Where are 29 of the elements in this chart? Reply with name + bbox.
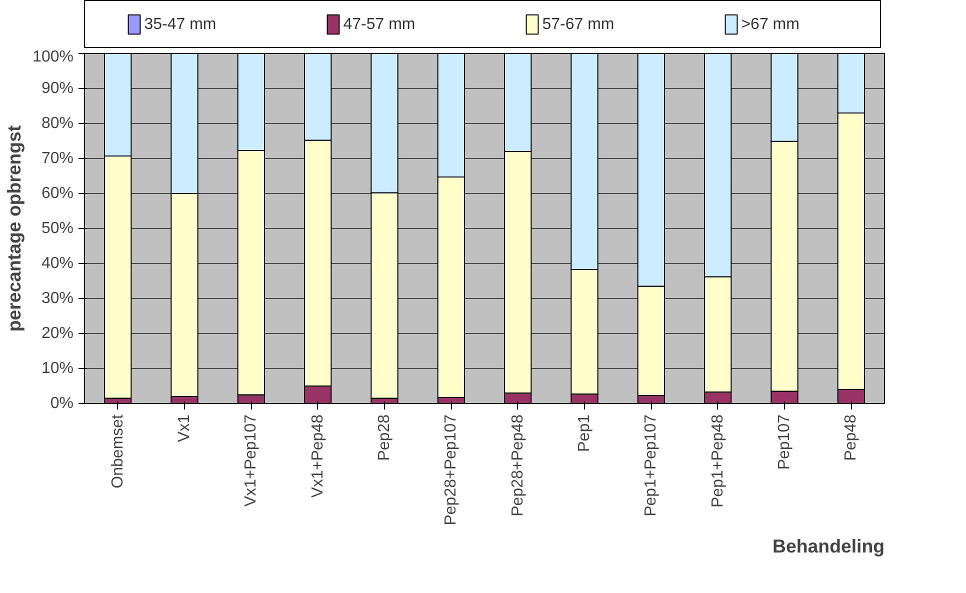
x-tick-label: Onbemset [109,414,126,488]
y-axis-title: perecantage opbrengst [4,125,25,332]
x-tick-label: Pep28+Pep48 [509,414,526,516]
legend-label: 57-67 mm [542,16,614,33]
x-tick-label: Pep28 [376,414,393,461]
x-tick-label: Pep48 [842,414,860,461]
x-tick-label: Pep28+Pep107 [442,414,460,526]
y-tick-label: 90% [41,80,74,97]
y-tick-label: 0% [50,395,74,412]
y-tick-label: 10% [41,360,74,377]
y-tick-label: 70% [41,150,74,167]
y-tick-label: 80% [41,115,74,132]
y-tick-label: 100% [32,48,74,66]
legend-label: 47-57 mm [343,16,416,33]
y-tick-label: 20% [41,325,74,342]
x-tick-label: Vx1 [176,414,193,442]
y-tick-label: 30% [41,290,74,307]
x-tick-label: Pep107 [776,414,793,470]
legend-label: 35-47 mm [144,16,216,33]
x-tick-label: Pep1 [576,414,593,452]
y-tick-label: 40% [41,255,74,272]
x-tick-label: Pep1+Pep107 [642,414,660,516]
x-tick-label: Vx1+Pep107 [242,414,260,507]
y-tick-label: 60% [41,185,74,202]
y-tick-label: 50% [41,220,74,237]
legend-label: >67 mm [741,16,800,33]
x-tick-label: Pep1+Pep48 [709,414,726,508]
x-axis-title: Behandeling [772,536,885,556]
x-tick-label: Vx1+Pep48 [309,414,326,498]
